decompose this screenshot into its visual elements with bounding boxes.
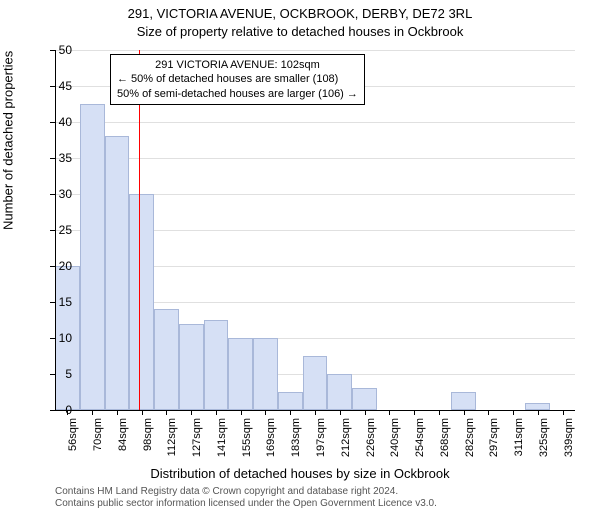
x-axis-line (55, 410, 575, 411)
xtick-label: 268sqm (439, 418, 451, 468)
xtick-label: 169sqm (265, 418, 277, 468)
xtick-label: 98sqm (142, 418, 154, 468)
histogram-bar (105, 136, 130, 410)
gridline (55, 158, 575, 159)
plot-area: 291 VICTORIA AVENUE: 102sqm← 50% of deta… (55, 50, 575, 410)
xtick-label: 282sqm (464, 418, 476, 468)
histogram-bar (278, 392, 303, 410)
xtick-label: 70sqm (92, 418, 104, 468)
annotation-line: ← 50% of detached houses are smaller (10… (117, 72, 358, 86)
histogram-bar (451, 392, 476, 410)
footer-copyright-1: Contains HM Land Registry data © Crown c… (55, 486, 398, 497)
xtick-label: 311sqm (513, 418, 525, 468)
xtick-label: 84sqm (117, 418, 129, 468)
ytick-label: 45 (32, 79, 72, 93)
chart-title-address: 291, VICTORIA AVENUE, OCKBROOK, DERBY, D… (0, 6, 600, 21)
histogram-bar (228, 338, 253, 410)
xtick-label: 212sqm (340, 418, 352, 468)
xtick-label: 141sqm (216, 418, 228, 468)
xtick-label: 240sqm (389, 418, 401, 468)
ytick-label: 10 (32, 331, 72, 345)
chart-title-sub: Size of property relative to detached ho… (0, 24, 600, 39)
ytick-label: 20 (32, 259, 72, 273)
ytick-label: 25 (32, 223, 72, 237)
gridline (55, 122, 575, 123)
histogram-bar (154, 309, 179, 410)
ytick-label: 30 (32, 187, 72, 201)
ytick-label: 0 (32, 403, 72, 417)
xtick-label: 325sqm (538, 418, 550, 468)
histogram-bar (253, 338, 278, 410)
ytick-label: 5 (32, 367, 72, 381)
xtick-label: 297sqm (488, 418, 500, 468)
xtick-label: 197sqm (315, 418, 327, 468)
annotation-box: 291 VICTORIA AVENUE: 102sqm← 50% of deta… (110, 54, 365, 105)
histogram-bar (204, 320, 229, 410)
xtick-label: 127sqm (191, 418, 203, 468)
histogram-bar (80, 104, 105, 410)
histogram-bar (352, 388, 377, 410)
histogram-bar (303, 356, 328, 410)
xtick-label: 183sqm (290, 418, 302, 468)
xtick-label: 226sqm (365, 418, 377, 468)
annotation-line: 50% of semi-detached houses are larger (… (117, 87, 358, 101)
xtick-label: 56sqm (67, 418, 79, 468)
xtick-label: 112sqm (166, 418, 178, 468)
histogram-bar (129, 194, 154, 410)
ytick-label: 15 (32, 295, 72, 309)
ytick-label: 50 (32, 43, 72, 57)
xtick-label: 339sqm (563, 418, 575, 468)
xtick-label: 254sqm (414, 418, 426, 468)
xtick-label: 155sqm (241, 418, 253, 468)
ytick-label: 40 (32, 115, 72, 129)
histogram-bar (327, 374, 352, 410)
gridline (55, 50, 575, 51)
histogram-bar (179, 324, 204, 410)
x-axis-label: Distribution of detached houses by size … (0, 466, 600, 481)
ytick-label: 35 (32, 151, 72, 165)
histogram-bar (525, 403, 550, 410)
y-axis-label: Number of detached properties (1, 51, 16, 230)
annotation-line: 291 VICTORIA AVENUE: 102sqm (117, 58, 358, 72)
